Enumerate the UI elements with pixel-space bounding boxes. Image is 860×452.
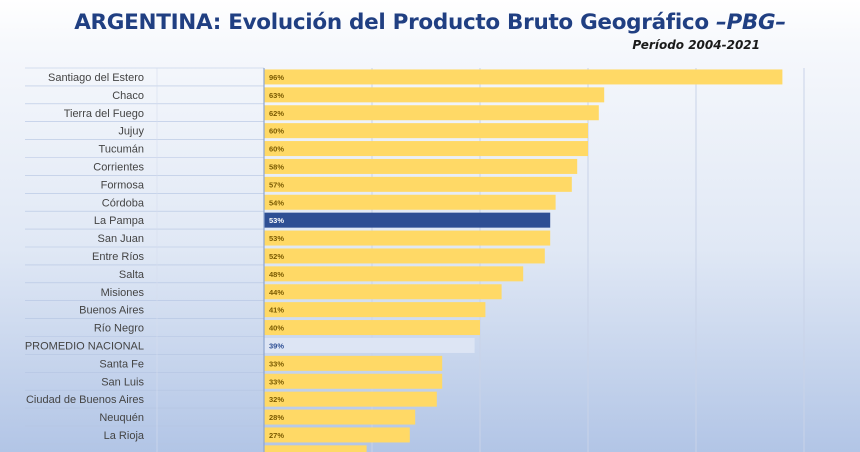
value-label: 33%	[269, 377, 284, 386]
bar	[264, 212, 551, 228]
bar	[264, 87, 605, 103]
value-label: 60%	[269, 127, 284, 136]
category-label: PROMEDIO NACIONAL	[25, 340, 144, 352]
bar	[264, 194, 556, 210]
value-label: 53%	[269, 216, 284, 225]
category-label: Formosa	[101, 179, 145, 191]
category-label: Entre Ríos	[92, 251, 144, 263]
category-label: San Luis	[101, 376, 144, 388]
bar	[264, 230, 551, 246]
category-label: Tierra del Fuego	[64, 108, 144, 120]
bar	[264, 141, 588, 157]
bar	[264, 391, 437, 407]
value-label: 58%	[269, 162, 284, 171]
value-label: 52%	[269, 252, 284, 261]
category-label: La Rioja	[104, 430, 145, 442]
chart-title-pbg: –PBG–	[716, 10, 786, 35]
value-label: 48%	[269, 270, 284, 279]
bar	[264, 123, 588, 139]
bar	[264, 320, 480, 336]
category-label: Santiago del Estero	[48, 72, 144, 84]
bar	[264, 176, 572, 192]
category-label: Buenos Aires	[79, 305, 144, 317]
chart-title-main: ARGENTINA: Evolución del Producto Bruto …	[74, 10, 717, 35]
bar	[264, 302, 486, 318]
category-label: Misiones	[101, 287, 145, 299]
bar	[264, 248, 545, 264]
value-label: 39%	[269, 341, 284, 350]
bar	[264, 69, 783, 85]
value-label: 96%	[269, 73, 284, 82]
category-label: Corrientes	[93, 161, 144, 173]
value-label: 62%	[269, 109, 284, 118]
bar	[264, 337, 475, 353]
category-label: Santa Fe	[99, 358, 144, 370]
category-label: Neuquén	[99, 412, 144, 424]
value-label: 28%	[269, 413, 284, 422]
category-label: Río Negro	[94, 323, 144, 335]
category-label: Tucumán	[99, 144, 144, 156]
value-label: 57%	[269, 180, 284, 189]
category-label: Chaco	[112, 90, 144, 102]
value-label: 32%	[269, 395, 284, 404]
bar	[264, 355, 443, 371]
category-label: Jujuy	[118, 126, 144, 138]
bar	[264, 409, 416, 425]
chart-title: ARGENTINA: Evolución del Producto Bruto …	[0, 10, 860, 35]
value-label: 27%	[269, 431, 284, 440]
value-label: 44%	[269, 288, 284, 297]
value-label: 33%	[269, 359, 284, 368]
category-label: Córdoba	[102, 197, 145, 209]
bar	[264, 266, 524, 282]
bar	[264, 284, 502, 300]
category-label: La Pampa	[94, 215, 145, 227]
value-label: 41%	[269, 306, 284, 315]
value-label: 40%	[269, 324, 284, 333]
category-label: Salta	[119, 269, 145, 281]
value-label: 63%	[269, 91, 284, 100]
value-label: 53%	[269, 234, 284, 243]
bar	[264, 105, 599, 121]
category-label: San Juan	[98, 233, 144, 245]
value-label: 60%	[269, 145, 284, 154]
bar	[264, 158, 578, 174]
category-label: Ciudad de Buenos Aires	[26, 394, 145, 406]
bar-partial	[264, 445, 367, 452]
bar	[264, 373, 443, 389]
value-label: 54%	[269, 198, 284, 207]
chart-subtitle: Período 2004-2021	[632, 38, 760, 52]
bar	[264, 427, 410, 443]
